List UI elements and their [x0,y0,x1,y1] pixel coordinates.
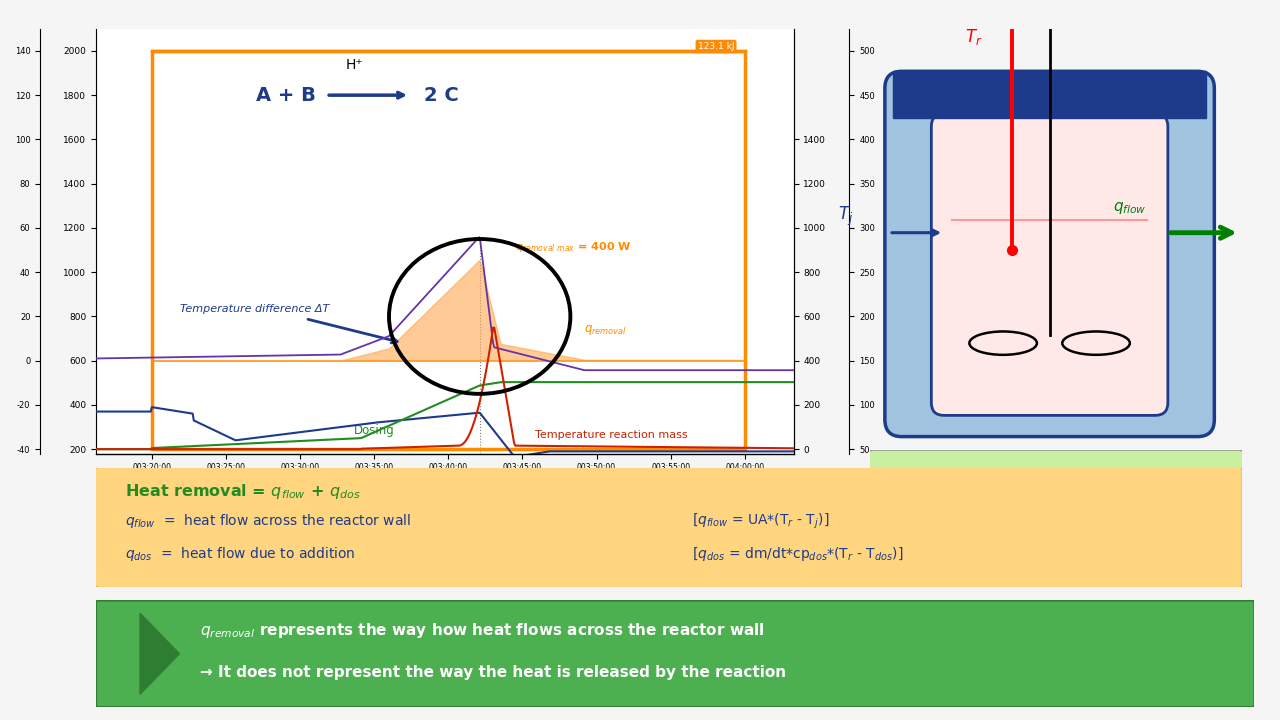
FancyBboxPatch shape [932,114,1167,415]
Polygon shape [140,613,179,694]
Text: $q_{removal}$ represents the way how heat flows across the reactor wall: $q_{removal}$ represents the way how hea… [200,621,765,640]
Text: Temperature difference ΔT: Temperature difference ΔT [179,304,329,314]
Text: 123.1 kJ: 123.1 kJ [698,42,735,51]
Text: $q_{removal\ max}$ = 400 W: $q_{removal\ max}$ = 400 W [515,240,631,254]
Text: $q_{flow}$: $q_{flow}$ [1114,200,1147,217]
Text: $q_{dos}$  =  heat flow due to addition: $q_{dos}$ = heat flow due to addition [124,544,356,562]
FancyBboxPatch shape [95,467,1243,588]
Text: $q_{removal}$: $q_{removal}$ [585,323,627,337]
Text: [$q_{flow}$ = UA*(T$_r$ - T$_j$)]: [$q_{flow}$ = UA*(T$_r$ - T$_j$)] [691,512,829,531]
Text: Temperature reaction mass: Temperature reaction mass [535,430,689,440]
Text: $T_r$: $T_r$ [965,27,983,47]
Text: A + B: A + B [256,86,316,104]
Text: Dosing: Dosing [355,423,394,437]
Text: 2 C: 2 C [424,86,458,104]
Text: → It does not represent the way the heat is released by the reaction: → It does not represent the way the heat… [200,665,786,680]
FancyBboxPatch shape [884,71,1215,436]
Text: H⁺: H⁺ [346,58,364,71]
Text: [$q_{dos}$ = dm/dt*cp$_{dos}$*(T$_r$ - T$_{dos}$)]: [$q_{dos}$ = dm/dt*cp$_{dos}$*(T$_r$ - T… [691,544,904,562]
Text: Heat removal = $q_{flow}$ + $q_{dos}$: Heat removal = $q_{flow}$ + $q_{dos}$ [124,482,361,501]
Bar [893,71,1206,118]
FancyBboxPatch shape [869,450,1243,515]
Text: $T_j$: $T_j$ [838,204,854,228]
Text: $q_{flow}$  =  heat flow across the reactor wall: $q_{flow}$ = heat flow across the reacto… [124,513,411,531]
Text: $\Delta H_r$ = 123.1 kJ: $\Delta H_r$ = 123.1 kJ [991,472,1121,493]
FancyBboxPatch shape [96,600,1254,707]
Bar [152,51,745,449]
